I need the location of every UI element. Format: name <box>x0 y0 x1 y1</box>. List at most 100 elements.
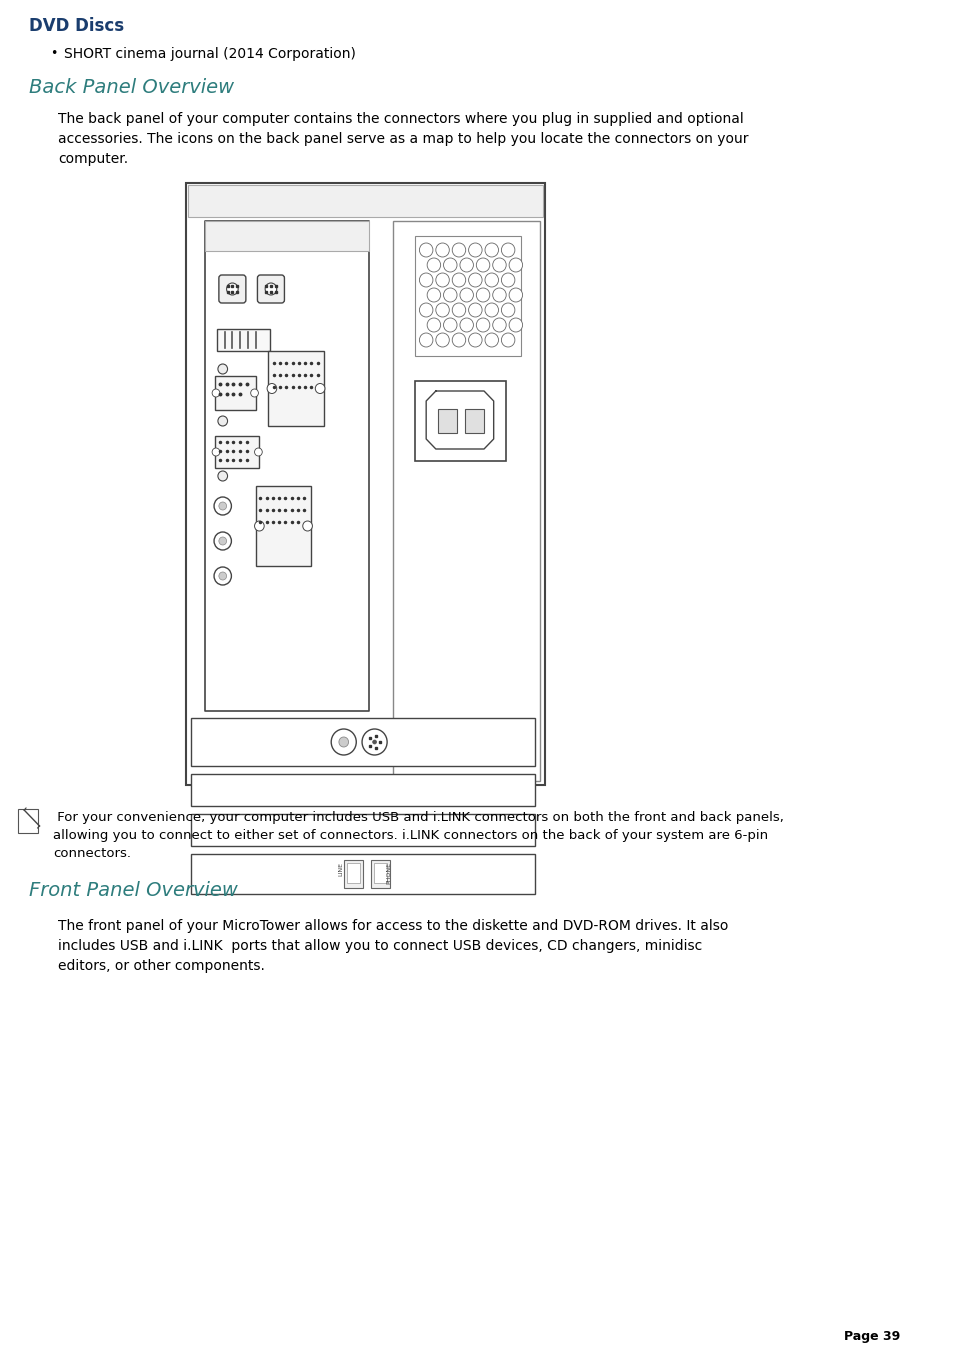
Circle shape <box>218 571 227 580</box>
Circle shape <box>213 497 232 515</box>
Circle shape <box>501 303 515 317</box>
Circle shape <box>509 258 522 272</box>
Circle shape <box>254 521 264 531</box>
Text: The back panel of your computer contains the connectors where you plug in suppli: The back panel of your computer contains… <box>58 112 747 166</box>
Bar <box>205 222 369 711</box>
Circle shape <box>427 288 440 303</box>
Circle shape <box>419 273 433 286</box>
Bar <box>205 222 369 251</box>
Circle shape <box>436 273 449 286</box>
Text: Back Panel Overview: Back Panel Overview <box>29 78 233 97</box>
Circle shape <box>468 303 481 317</box>
FancyBboxPatch shape <box>257 276 284 303</box>
Circle shape <box>509 317 522 332</box>
Circle shape <box>217 471 228 481</box>
Circle shape <box>302 521 312 531</box>
Text: LINE: LINE <box>337 862 342 875</box>
Circle shape <box>501 273 515 286</box>
Circle shape <box>362 730 387 755</box>
Text: •: • <box>51 47 57 59</box>
Circle shape <box>254 449 262 457</box>
Circle shape <box>484 243 498 257</box>
Bar <box>188 185 542 218</box>
Circle shape <box>436 243 449 257</box>
Bar <box>214 436 259 467</box>
Text: Front Panel Overview: Front Panel Overview <box>29 881 237 900</box>
Bar <box>191 854 535 894</box>
FancyBboxPatch shape <box>218 276 246 303</box>
Circle shape <box>443 288 456 303</box>
Bar <box>191 815 535 846</box>
Circle shape <box>492 288 506 303</box>
Bar <box>415 236 520 357</box>
Circle shape <box>265 282 276 295</box>
Circle shape <box>468 273 481 286</box>
Circle shape <box>217 416 228 426</box>
Circle shape <box>212 389 219 397</box>
Bar <box>214 376 255 409</box>
Circle shape <box>459 317 473 332</box>
Bar <box>374 863 387 884</box>
Bar <box>18 809 37 834</box>
Circle shape <box>501 243 515 257</box>
Circle shape <box>476 258 489 272</box>
Circle shape <box>436 303 449 317</box>
Circle shape <box>267 384 276 393</box>
Circle shape <box>436 332 449 347</box>
Bar <box>346 863 359 884</box>
Circle shape <box>459 258 473 272</box>
Circle shape <box>338 738 348 747</box>
Circle shape <box>427 258 440 272</box>
Circle shape <box>251 389 258 397</box>
Circle shape <box>492 317 506 332</box>
Text: DVD Discs: DVD Discs <box>29 18 124 35</box>
Circle shape <box>213 567 232 585</box>
Circle shape <box>484 303 498 317</box>
Text: SHORT cinema journal (2014 Corporation): SHORT cinema journal (2014 Corporation) <box>64 47 355 61</box>
Bar <box>186 182 544 785</box>
Circle shape <box>227 282 238 295</box>
Circle shape <box>484 273 498 286</box>
Text: Page 39: Page 39 <box>842 1329 899 1343</box>
Bar <box>393 222 539 781</box>
Circle shape <box>501 332 515 347</box>
Circle shape <box>484 332 498 347</box>
Circle shape <box>212 449 219 457</box>
Text: PHONE: PHONE <box>386 862 391 884</box>
Circle shape <box>452 243 465 257</box>
Circle shape <box>509 288 522 303</box>
Circle shape <box>218 536 227 544</box>
Circle shape <box>419 243 433 257</box>
Circle shape <box>468 332 481 347</box>
Circle shape <box>476 288 489 303</box>
Circle shape <box>218 503 227 509</box>
Circle shape <box>427 317 440 332</box>
Circle shape <box>452 303 465 317</box>
Bar <box>268 351 324 426</box>
Circle shape <box>452 273 465 286</box>
Bar <box>415 381 506 461</box>
Circle shape <box>468 243 481 257</box>
Circle shape <box>443 258 456 272</box>
Bar <box>371 861 390 888</box>
Circle shape <box>373 740 376 744</box>
Bar <box>191 774 535 807</box>
Bar <box>191 717 535 766</box>
Circle shape <box>452 332 465 347</box>
Bar <box>216 330 270 351</box>
Bar <box>464 409 483 434</box>
Bar <box>343 861 363 888</box>
Circle shape <box>492 258 506 272</box>
Circle shape <box>213 532 232 550</box>
Circle shape <box>331 730 355 755</box>
Bar <box>255 486 311 566</box>
Circle shape <box>459 288 473 303</box>
Text: For your convenience, your computer includes USB and i.LINK connectors on both t: For your convenience, your computer incl… <box>53 811 783 861</box>
Circle shape <box>443 317 456 332</box>
Circle shape <box>476 317 489 332</box>
Circle shape <box>217 363 228 374</box>
Circle shape <box>419 332 433 347</box>
Bar <box>437 409 456 434</box>
Circle shape <box>314 384 325 393</box>
Text: The front panel of your MicroTower allows for access to the diskette and DVD-ROM: The front panel of your MicroTower allow… <box>58 919 727 973</box>
